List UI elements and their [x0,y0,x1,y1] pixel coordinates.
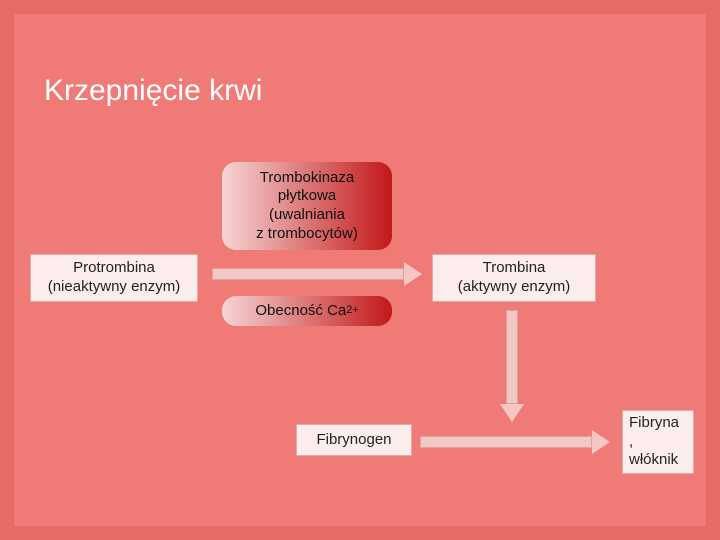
node-trombina: Trombina(aktywny enzym) [432,254,596,302]
page-title: Krzepnięcie krwi [44,74,262,108]
node-protrombina: Protrombina(nieaktywny enzym) [30,254,198,302]
node-trombokinaza: Trombokinazapłytkowa(uwalnianiaz tromboc… [222,162,392,250]
node-fibryna: Fibryna, włóknik [622,410,694,474]
slide-root: Krzepnięcie krwi Protrombina(nieaktywny … [0,0,720,540]
node-fibrynogen: Fibrynogen [296,424,412,456]
arrow-protrombina-to-trombina [212,262,422,286]
arrow-trombina-down [500,310,524,422]
node-ca2plus: Obecność Ca2+ [222,296,392,326]
arrow-fibrynogen-to-fibryna [420,430,610,454]
